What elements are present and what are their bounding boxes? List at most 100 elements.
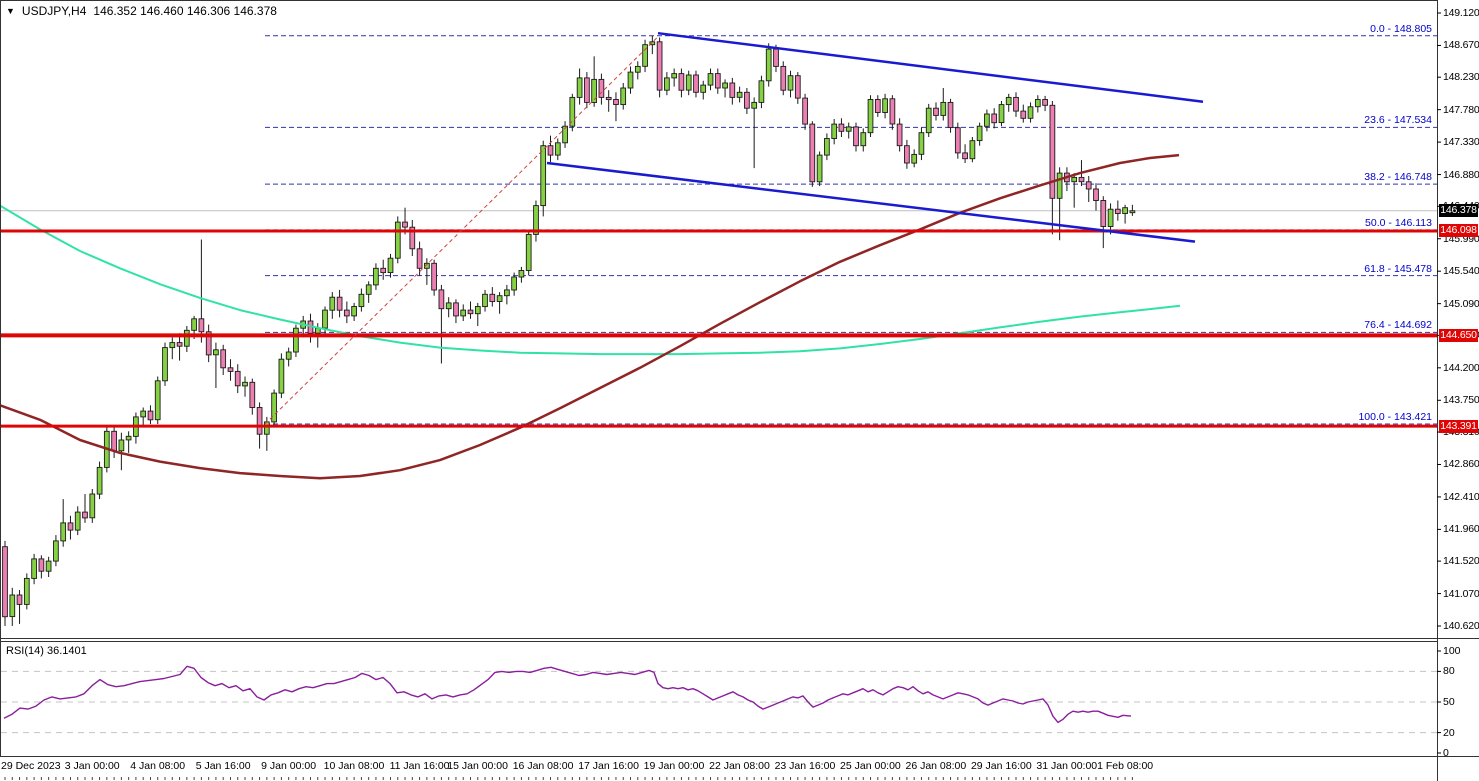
- bear-candle: [1100, 200, 1107, 227]
- price-axis-label: 144.200: [1443, 361, 1479, 374]
- bull-candle: [642, 44, 648, 67]
- bear-candle: [111, 430, 117, 452]
- bear-candle: [613, 99, 619, 105]
- time-axis-label: 23 Jan 16:00: [774, 760, 836, 772]
- bull-candle: [649, 41, 656, 46]
- bull-candle: [1107, 208, 1114, 227]
- bull-candle: [984, 113, 990, 127]
- bull-candle: [89, 493, 96, 519]
- bull-candle: [118, 439, 125, 452]
- time-axis[interactable]: 29 Dec 2023 3 Jan 00:00 4 Jan 08:00 5 Jan 1…: [0, 758, 1437, 781]
- bear-candle: [38, 558, 45, 572]
- rsi-line: [3, 665, 1132, 724]
- bull-candle: [918, 132, 925, 155]
- bear-candle: [678, 73, 685, 91]
- ohlc-readout: 146.352 146.460 146.306 146.378: [93, 4, 277, 18]
- ma-fast-line: [0, 204, 1181, 356]
- bear-candle: [2, 546, 8, 618]
- bull-candle: [562, 125, 568, 144]
- bear-candle: [802, 97, 808, 125]
- bull-candle: [511, 276, 517, 291]
- bear-candle: [402, 221, 408, 228]
- bear-candle: [1020, 110, 1027, 119]
- bear-candle: [176, 342, 183, 347]
- bull-candle: [620, 87, 627, 106]
- candles-layer: [2, 35, 1136, 626]
- bull-candle: [671, 73, 678, 79]
- bull-candle: [845, 126, 852, 132]
- bear-candle: [838, 123, 845, 132]
- bull-candle: [140, 410, 147, 418]
- bear-candle: [954, 127, 961, 154]
- price-axis[interactable]: 149.120 148.670 148.230 147.780 147.330 146.8…: [1438, 0, 1479, 781]
- symbol-period-label: USDJPY,H4: [21, 4, 87, 18]
- current-price-badge: 146.378: [1439, 204, 1478, 218]
- collapse-chart-icon[interactable]: ▼: [6, 6, 15, 16]
- bull-candle: [496, 295, 503, 302]
- bear-candle: [794, 75, 801, 99]
- bull-candle: [722, 82, 728, 89]
- bull-candle: [1027, 106, 1034, 119]
- bear-candle: [714, 73, 721, 89]
- bear-candle: [744, 91, 750, 109]
- price-level-badge: 144.650: [1439, 328, 1478, 342]
- bull-candle: [1056, 172, 1063, 199]
- bear-candle: [1042, 99, 1048, 106]
- bear-candle: [416, 248, 423, 269]
- bull-candle: [576, 77, 583, 98]
- time-axis-label: 1 Feb 08:00: [1097, 760, 1154, 772]
- bull-candle: [1129, 210, 1136, 214]
- bull-candle: [125, 435, 132, 441]
- bull-candle: [882, 98, 888, 113]
- bull-candle: [911, 153, 918, 164]
- bear-candle: [598, 78, 605, 98]
- time-axis-label: 29 Jan 16:00: [970, 760, 1032, 772]
- bull-candle: [765, 48, 772, 82]
- time-axis-label: 17 Jan 16:00: [578, 760, 639, 772]
- price-axis-label: 143.750: [1443, 394, 1479, 407]
- time-axis-label: 25 Jan 00:00: [840, 760, 901, 772]
- bull-candle: [700, 84, 707, 93]
- bull-candle: [925, 107, 932, 134]
- bear-candle: [453, 302, 459, 317]
- bull-candle: [213, 349, 219, 356]
- bull-candle: [293, 327, 299, 353]
- bear-candle: [16, 594, 23, 605]
- bull-candle: [976, 125, 983, 142]
- bull-candle: [242, 381, 248, 387]
- chart-title: ▼ USDJPY,H4 146.352 146.460 146.306 146.…: [6, 4, 277, 18]
- bull-candle: [387, 257, 394, 274]
- bear-candle: [82, 511, 88, 519]
- bear-candle: [198, 318, 205, 333]
- price-axis-label: 145.090: [1443, 297, 1479, 310]
- bear-candle: [205, 331, 212, 356]
- bear-candle: [336, 296, 343, 311]
- bear-candle: [962, 152, 968, 160]
- bear-candle: [780, 65, 787, 91]
- price-axis-label: 142.860: [1443, 458, 1479, 471]
- bull-candle: [1122, 207, 1128, 214]
- time-axis-label: 9 Jan 00:00: [261, 760, 317, 772]
- bull-candle: [271, 392, 277, 423]
- bear-candle: [991, 113, 998, 124]
- bull-candle: [329, 296, 336, 311]
- bull-candle: [707, 73, 714, 86]
- bull-candle: [96, 466, 103, 495]
- bull-candle: [1005, 96, 1012, 106]
- bear-candle: [227, 367, 234, 372]
- price-axis-label: 141.960: [1443, 523, 1479, 536]
- price-level-badge: 146.098: [1439, 224, 1478, 238]
- bull-candle: [634, 65, 641, 73]
- bull-candle: [685, 74, 692, 91]
- time-axis-label: 31 Jan 00:00: [1036, 760, 1098, 772]
- bear-candle: [380, 267, 387, 274]
- time-axis-label: 15 Jan 00:00: [447, 760, 508, 772]
- rsi-scale-label: 20: [1443, 726, 1455, 739]
- time-axis-label: 10 Jan 08:00: [323, 760, 385, 772]
- price-axis-label: 145.540: [1443, 265, 1479, 278]
- bear-candle: [693, 74, 699, 93]
- bull-candle: [518, 270, 525, 278]
- bull-candle: [191, 318, 197, 331]
